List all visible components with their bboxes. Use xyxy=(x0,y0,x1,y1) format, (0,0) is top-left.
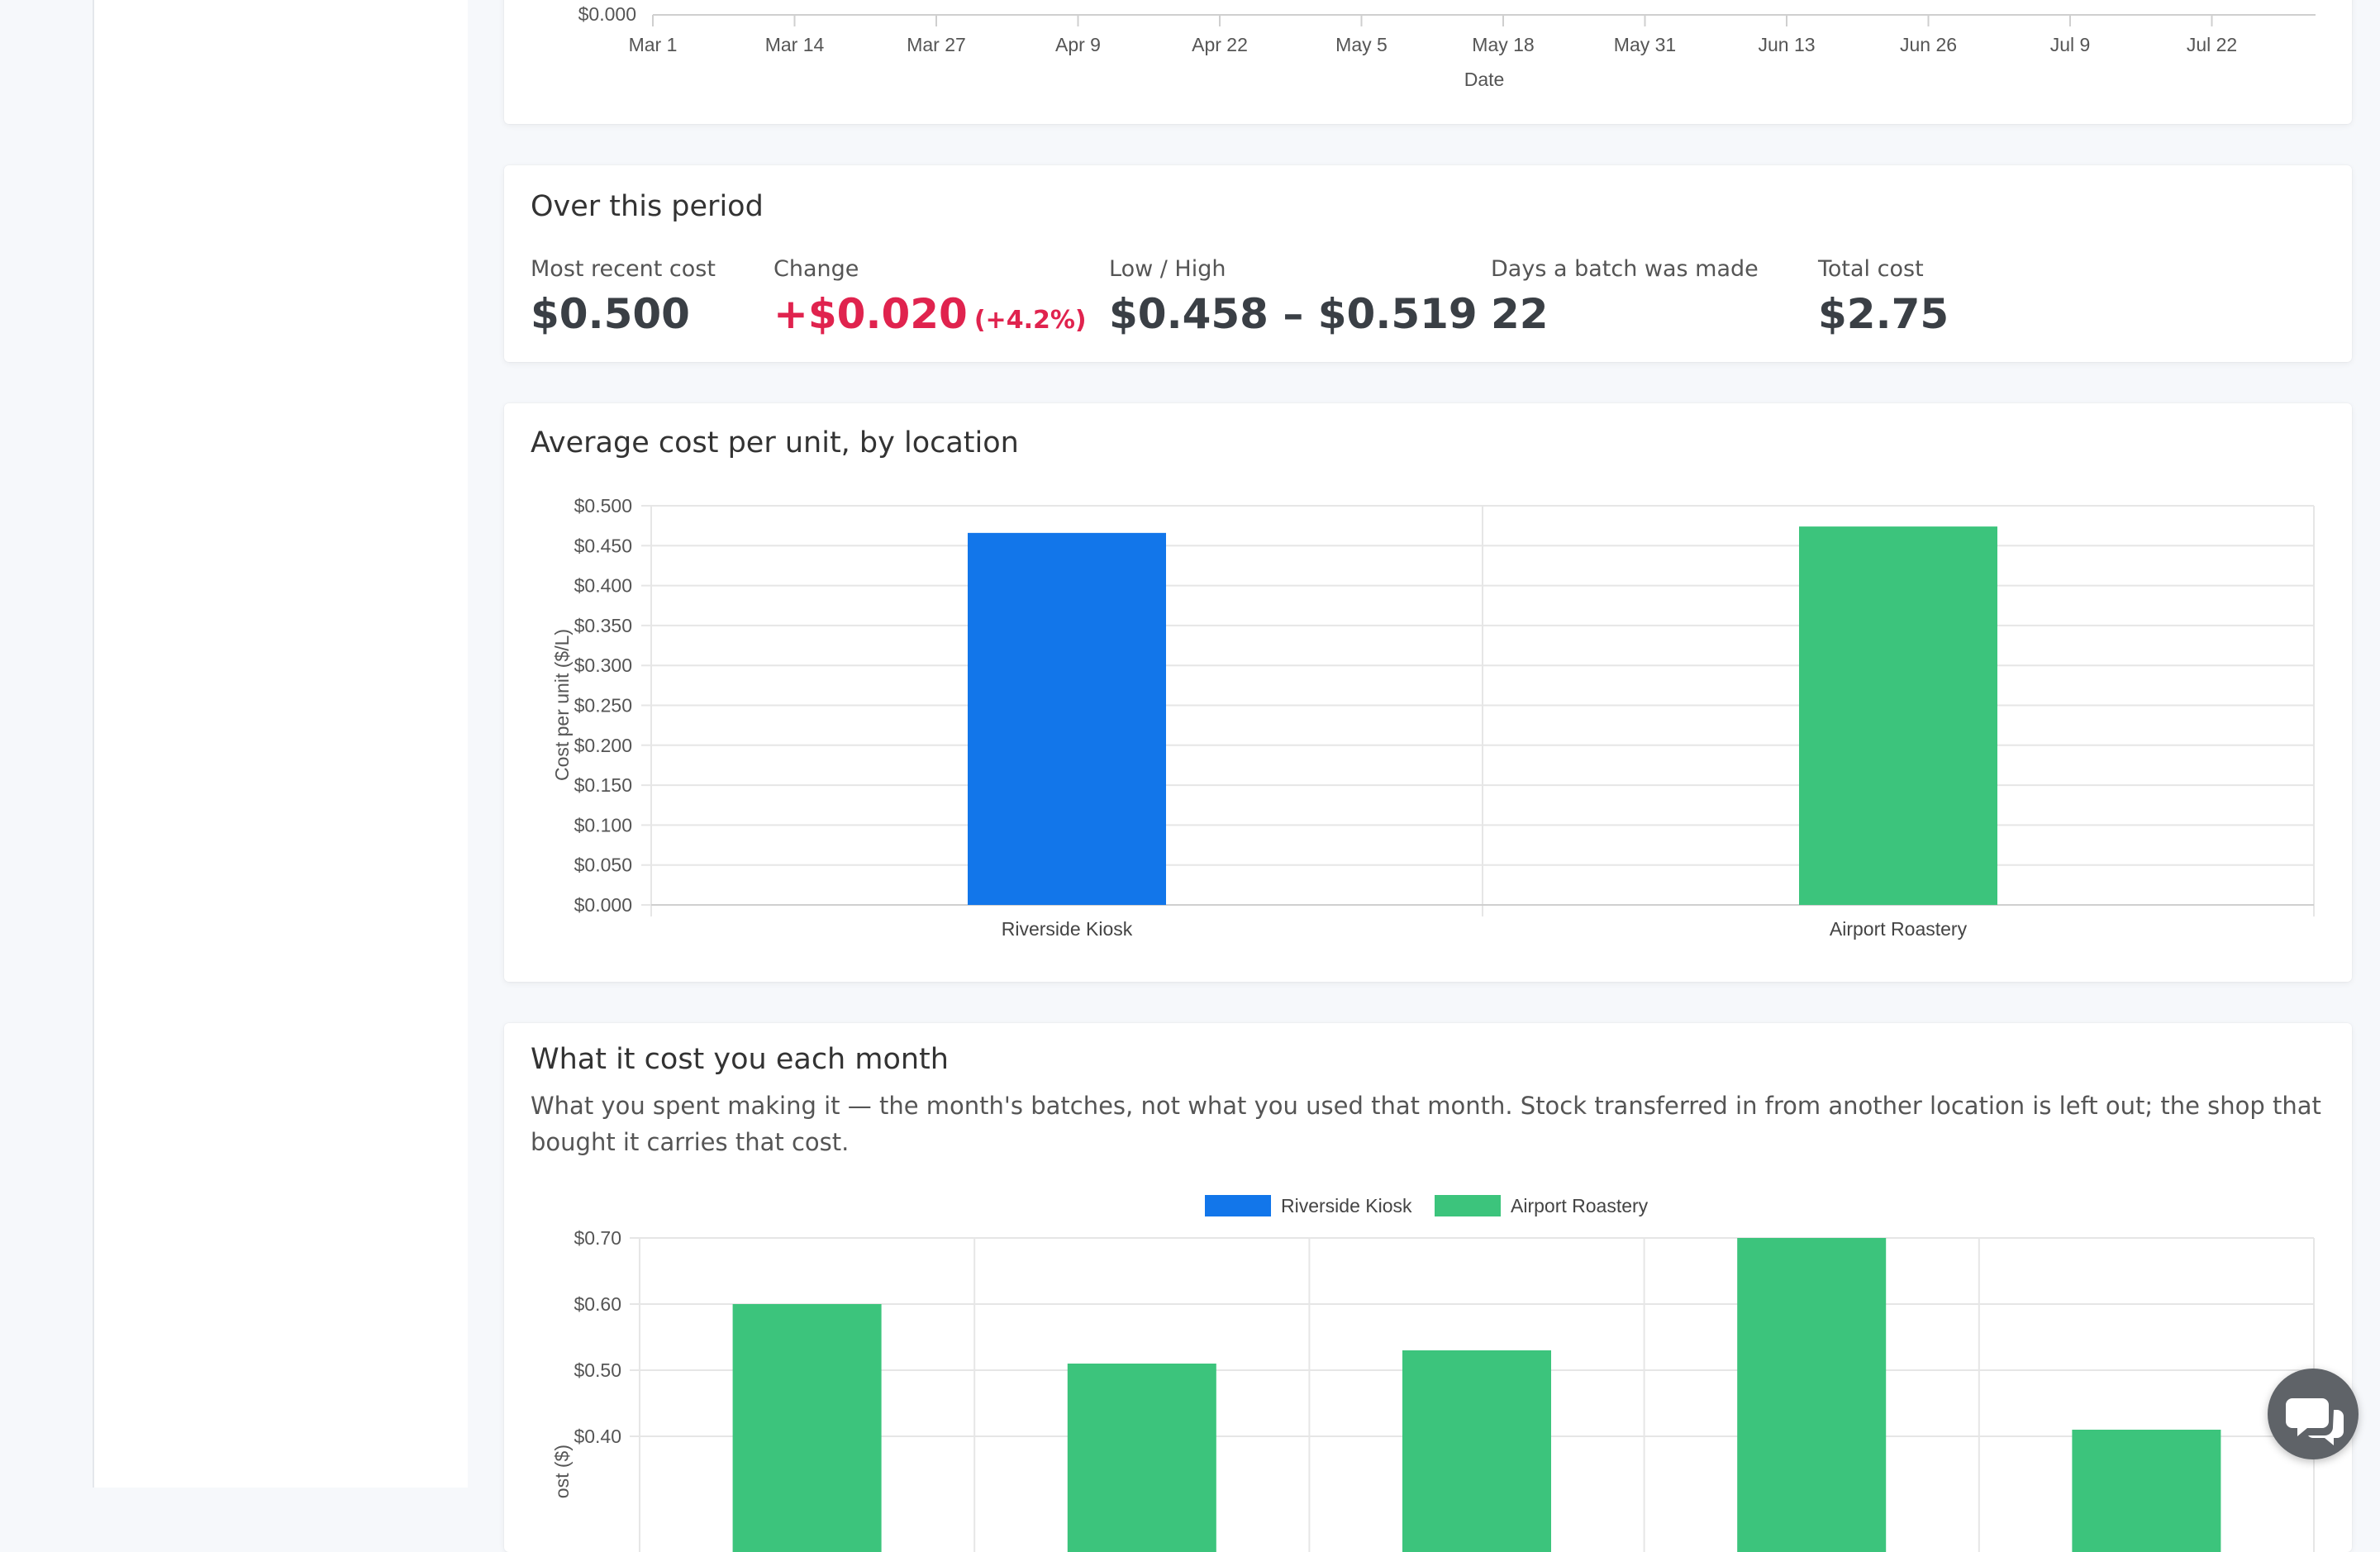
monthly-cost-card: What it cost you each month What you spe… xyxy=(504,1023,2352,1552)
y-tick-label: $0.70 xyxy=(574,1227,621,1249)
legend-swatch-riverside-kiosk xyxy=(1205,1195,1271,1216)
y-tick-label: $0.350 xyxy=(574,615,632,636)
chat-icon xyxy=(2286,1398,2344,1445)
y-tick-label: $0.450 xyxy=(574,535,632,556)
y-tick-label: $0.200 xyxy=(574,735,632,756)
chat-button[interactable] xyxy=(2268,1369,2359,1459)
bar-airport-roastery xyxy=(1402,1350,1551,1552)
stat-total-cost: Total cost $2.75 xyxy=(1818,256,1949,338)
period-title: Over this period xyxy=(531,190,764,223)
stat-value: $2.75 xyxy=(1818,290,1949,338)
avg-chart-title: Average cost per unit, by location xyxy=(531,426,1019,459)
x-tick-label: Jul 9 xyxy=(2050,34,2091,55)
y-tick-label: $0.500 xyxy=(574,495,632,517)
avg-cost-chart: $0.000 $0.050 $0.100 $0.150 $0.200 $0.250 $0.3… xyxy=(551,495,2315,940)
stat-label: Change xyxy=(774,256,859,282)
monthly-chart-subtitle: What you spent making it — the month's b… xyxy=(531,1092,2321,1156)
bar-airport-roastery xyxy=(1799,526,1997,905)
x-tick-label: Mar 1 xyxy=(629,34,678,55)
avg-cost-card: Average cost per unit, by location $0.00… xyxy=(504,403,2352,982)
sidebar xyxy=(93,0,468,1488)
cost-over-time-chart: $0.000 Mar 1 Mar 14 Mar 27 Apr 9 Apr 22 May 5 M… xyxy=(578,3,2316,90)
stat-value: 22 xyxy=(1491,290,1549,338)
y-tick-label: $0.400 xyxy=(574,575,632,597)
y-axis-title: ost ($) xyxy=(551,1445,573,1498)
y-tick-label: $0.50 xyxy=(574,1359,621,1381)
y-tick-label: $0.000 xyxy=(578,3,636,25)
y-tick-label: $0.300 xyxy=(574,655,632,676)
x-tick-label: Apr 9 xyxy=(1055,34,1101,55)
x-tick-label: Jun 13 xyxy=(1758,34,1815,55)
x-tick-label: Airport Roastery xyxy=(1830,918,1968,940)
y-tick-label: $0.60 xyxy=(574,1293,621,1315)
x-tick-label: May 5 xyxy=(1335,34,1388,55)
x-axis-title: Date xyxy=(1464,69,1505,90)
stat-batch-days: Days a batch was made 22 xyxy=(1491,256,1759,338)
y-tick-label: $0.250 xyxy=(574,695,632,716)
x-tick-label: Mar 14 xyxy=(765,34,825,55)
legend-label: Riverside Kiosk xyxy=(1281,1195,1412,1216)
stat-low-high: Low / High $0.458 – $0.519 xyxy=(1109,256,1478,338)
stat-value: $0.458 – $0.519 xyxy=(1109,290,1478,338)
y-tick-label: $0.100 xyxy=(574,814,632,836)
stat-change-percent: (+4.2%) xyxy=(973,306,1087,335)
bar-airport-roastery xyxy=(2072,1430,2221,1552)
bar-riverside-kiosk xyxy=(968,532,1166,905)
bar-airport-roastery xyxy=(732,1304,882,1552)
legend-swatch-airport-roastery xyxy=(1435,1195,1501,1216)
cost-over-time-card: $0.000 Mar 1 Mar 14 Mar 27 Apr 9 Apr 22 May 5 M… xyxy=(504,0,2352,124)
stat-label: Days a batch was made xyxy=(1491,256,1759,282)
period-summary-card: Over this period Most recent cost $0.500… xyxy=(504,165,2352,362)
y-axis-title: Cost per unit ($/L) xyxy=(551,629,573,781)
legend-label: Airport Roastery xyxy=(1511,1195,1649,1216)
stat-value: +$0.020 xyxy=(774,290,968,338)
monthly-cost-chart: $0.40 $0.50 $0.60 $0.70 Riverside Kiosk Airpo… xyxy=(551,1195,2315,1552)
y-tick-label: $0.40 xyxy=(574,1426,621,1447)
y-tick-label: $0.000 xyxy=(574,894,632,916)
x-tick-label: May 18 xyxy=(1472,34,1534,55)
x-tick-label: Riverside Kiosk xyxy=(1002,918,1133,940)
monthly-chart-title: What it cost you each month xyxy=(531,1043,949,1076)
bar-airport-roastery xyxy=(1067,1364,1216,1552)
y-tick-label: $0.150 xyxy=(574,774,632,796)
stat-value-wrap: +$0.020 (+4.2%) xyxy=(774,290,1087,338)
stat-label: Most recent cost xyxy=(531,256,716,282)
stat-label: Low / High xyxy=(1109,256,1226,282)
x-tick-label: May 31 xyxy=(1614,34,1676,55)
stat-value: $0.500 xyxy=(531,290,690,338)
x-tick-label: Apr 22 xyxy=(1192,34,1248,55)
x-tick-label: Jun 26 xyxy=(1900,34,1957,55)
bar-airport-roastery xyxy=(1737,1238,1887,1552)
x-tick-label: Mar 27 xyxy=(907,34,966,55)
stat-most-recent: Most recent cost $0.500 xyxy=(531,256,716,338)
stat-change: Change +$0.020 (+4.2%) xyxy=(774,256,1087,338)
x-tick-label: Jul 22 xyxy=(2187,34,2237,55)
stat-label: Total cost xyxy=(1818,256,1924,282)
y-tick-label: $0.050 xyxy=(574,855,632,876)
